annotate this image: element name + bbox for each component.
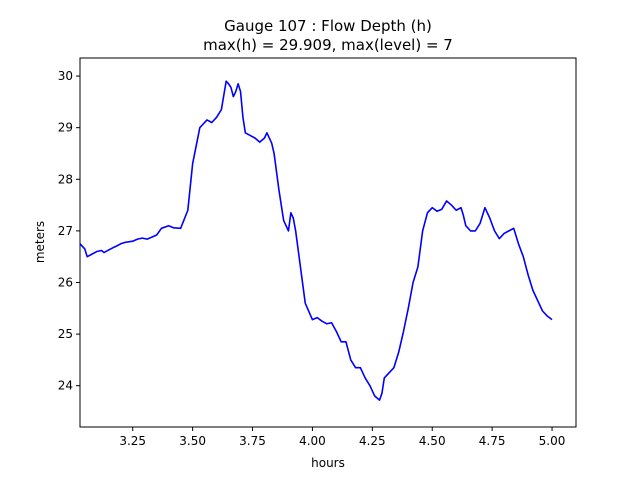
y-axis-label: meters xyxy=(33,221,47,263)
y-tick-label: 27 xyxy=(58,224,73,238)
x-tick-label: 3.25 xyxy=(119,434,146,448)
y-tick-label: 29 xyxy=(58,121,73,135)
y-tick-label: 30 xyxy=(58,69,73,83)
x-tick-label: 3.75 xyxy=(239,434,266,448)
x-tick-label: 5.00 xyxy=(539,434,566,448)
y-tick-label: 25 xyxy=(58,327,73,341)
x-tick-label: 4.25 xyxy=(359,434,386,448)
y-axis-ticks: 24 25 26 27 28 29 30 xyxy=(58,69,80,393)
x-axis-label: hours xyxy=(311,456,345,470)
x-tick-label: 3.50 xyxy=(179,434,206,448)
x-axis-ticks: 3.25 3.50 3.75 4.00 4.25 4.50 4.75 5.00 xyxy=(119,427,565,448)
chart-subtitle: max(h) = 29.909, max(level) = 7 xyxy=(203,36,453,54)
chart-title: Gauge 107 : Flow Depth (h) xyxy=(224,17,432,35)
series-line-0 xyxy=(79,80,553,401)
y-tick-label: 24 xyxy=(58,379,73,393)
y-tick-label: 28 xyxy=(58,172,73,186)
y-tick-label: 26 xyxy=(58,275,73,289)
x-tick-label: 4.75 xyxy=(479,434,506,448)
plot-area: 3.25 3.50 3.75 4.00 4.25 4.50 4.75 5.00 2425262… xyxy=(58,57,577,448)
series-layer xyxy=(79,80,553,401)
plot-frame xyxy=(79,57,577,428)
x-tick-label: 4.50 xyxy=(419,434,446,448)
x-tick-label: 4.00 xyxy=(299,434,326,448)
